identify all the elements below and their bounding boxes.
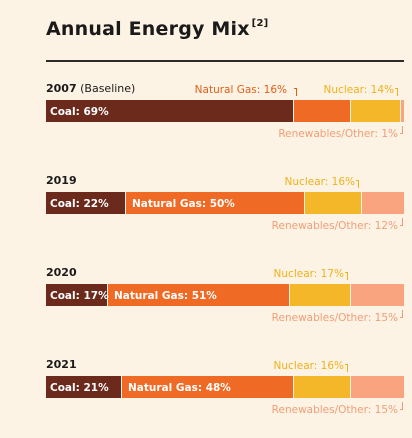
chart-title-footnote: [2]	[251, 18, 269, 29]
bar-group-2007: 2007 (Baseline) Coal: 69% Natural Gas: 16%…	[46, 82, 404, 152]
leader-renewables	[400, 218, 403, 226]
year-label: 2019	[46, 174, 77, 187]
stacked-bar: Coal: 22% Natural Gas: 50%	[46, 192, 404, 214]
bar-segment-renewables	[350, 376, 404, 398]
bar-segment-gas	[125, 192, 304, 214]
bar-group-2019: 2019 Coal: 22% Natural Gas: 50% Nuclear: 16…	[46, 174, 404, 244]
leader-gas	[294, 88, 297, 96]
leader-nuclear	[356, 180, 359, 188]
stacked-bar: Coal: 17% Natural Gas: 51%	[46, 284, 404, 306]
bar-segment-nuclear	[289, 284, 350, 306]
title-divider	[46, 60, 404, 62]
year-value: 2020	[46, 266, 77, 279]
data-label-renewables: Renewables/Other: 1%	[278, 128, 398, 140]
year-value: 2019	[46, 174, 77, 187]
bar-segment-renewables	[361, 192, 404, 214]
bar-segment-coal	[46, 100, 293, 122]
data-label-gas: Natural Gas: 48%	[128, 382, 231, 394]
data-label-nuclear: Nuclear: 14%	[323, 84, 394, 96]
data-label-renewables: Renewables/Other: 15%	[271, 404, 398, 416]
year-value: 2021	[46, 358, 77, 371]
bar-segment-nuclear	[304, 192, 361, 214]
bar-segment-renewables	[400, 100, 404, 122]
bar-segment-renewables	[350, 284, 404, 306]
year-label: 2007 (Baseline)	[46, 82, 135, 95]
leader-nuclear	[395, 88, 398, 96]
year-label: 2020	[46, 266, 77, 279]
data-label-nuclear: Nuclear: 17%	[273, 268, 344, 280]
bar-segment-gas	[121, 376, 293, 398]
data-label-gas: Natural Gas: 16%	[194, 84, 287, 96]
data-label-renewables: Renewables/Other: 12%	[271, 220, 398, 232]
stacked-bar: Coal: 69%	[46, 100, 404, 122]
data-label-gas: Natural Gas: 50%	[132, 198, 235, 210]
bar-segment-nuclear	[350, 100, 400, 122]
leader-renewables	[400, 126, 403, 134]
year-value: 2007	[46, 82, 77, 95]
bar-segment-gas	[293, 100, 350, 122]
data-label-coal: Coal: 21%	[50, 382, 109, 394]
bar-segment-gas	[107, 284, 289, 306]
data-label-gas: Natural Gas: 51%	[114, 290, 217, 302]
chart-title-text: Annual Energy Mix	[46, 18, 250, 40]
bar-segment-coal	[46, 376, 121, 398]
data-label-nuclear: Nuclear: 16%	[273, 360, 344, 372]
data-label-coal: Coal: 22%	[50, 198, 109, 210]
data-label-coal: Coal: 17%	[50, 290, 109, 302]
leader-nuclear	[345, 272, 348, 280]
year-note: (Baseline)	[76, 82, 136, 95]
data-label-nuclear: Nuclear: 16%	[284, 176, 355, 188]
bar-group-2020: 2020 Coal: 17% Natural Gas: 51% Nuclear: 17…	[46, 266, 404, 336]
leader-renewables	[400, 402, 403, 410]
bar-group-2021: 2021 Coal: 21% Natural Gas: 48% Nuclear: 16…	[46, 358, 404, 428]
data-label-coal: Coal: 69%	[50, 106, 109, 118]
bar-segment-nuclear	[293, 376, 350, 398]
bar-segment-coal	[46, 284, 107, 306]
data-label-renewables: Renewables/Other: 15%	[271, 312, 398, 324]
year-label: 2021	[46, 358, 77, 371]
stacked-bar: Coal: 21% Natural Gas: 48%	[46, 376, 404, 398]
chart-title: Annual Energy Mix [2]	[46, 18, 268, 40]
leader-renewables	[400, 310, 403, 318]
leader-nuclear	[345, 364, 348, 372]
bar-segment-coal	[46, 192, 125, 214]
